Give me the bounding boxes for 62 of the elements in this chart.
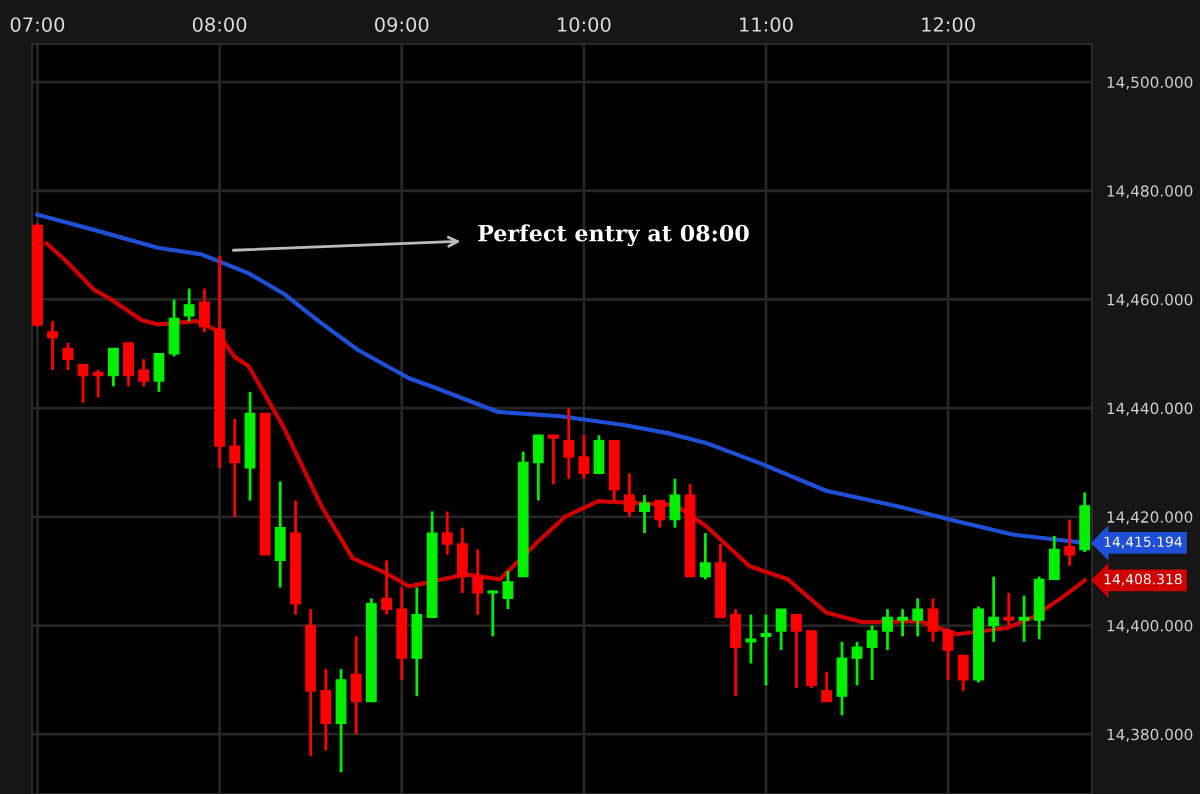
x-tick-label: 08:00 (192, 17, 247, 32)
candlestick (502, 569, 514, 611)
candlestick (866, 624, 878, 682)
candlestick (699, 531, 711, 581)
candlestick (988, 575, 1000, 644)
candlestick (790, 613, 802, 690)
candlestick (654, 499, 666, 530)
candlestick (350, 635, 362, 736)
candlestick (532, 433, 544, 502)
candlestick (335, 667, 347, 774)
candlestick (441, 510, 453, 557)
candlestick (912, 596, 924, 638)
candlestick (821, 670, 833, 703)
candlestick (851, 640, 863, 687)
candlestick (927, 596, 939, 644)
candlestick (411, 586, 423, 698)
candlestick (669, 477, 681, 530)
x-tick-label: 09:00 (374, 17, 429, 32)
x-tick-label: 10:00 (557, 17, 611, 32)
candlestick (1003, 591, 1015, 627)
x-tick-label: 11:00 (740, 17, 793, 32)
candlestick (1048, 534, 1060, 581)
candlestick (183, 287, 195, 323)
candlestick (775, 607, 787, 652)
candlestick (1033, 575, 1045, 641)
candlestick (229, 417, 241, 519)
annotation: Perfect entry at 08:00 (478, 224, 749, 247)
candlestick (123, 341, 134, 388)
candlestick (957, 654, 969, 693)
candlestick (456, 526, 468, 595)
candlestick (578, 433, 590, 481)
candlestick (760, 613, 772, 687)
candlestick (1018, 594, 1030, 644)
candlestick (882, 607, 893, 652)
candlestick (77, 363, 89, 405)
candlestick (62, 341, 74, 372)
candlestick (623, 471, 635, 519)
candlestick (47, 319, 59, 372)
candlestick (639, 493, 650, 535)
candlestick (320, 667, 332, 752)
candlestick (381, 558, 393, 617)
candlestick (548, 433, 559, 486)
candlestick (1064, 518, 1076, 568)
candlestick (138, 357, 150, 388)
candlestick (593, 433, 605, 475)
candlestick (730, 607, 742, 698)
candlestick (897, 607, 909, 638)
candlestick (153, 352, 165, 394)
candlestick (274, 480, 286, 589)
x-tick-label: 07:00 (10, 17, 65, 32)
candlestick (472, 548, 484, 617)
candlestick (168, 298, 180, 358)
x-tick-label: 12:00 (922, 17, 975, 32)
candlestick (563, 406, 575, 481)
candlestick (1079, 490, 1091, 554)
candlestick (107, 346, 119, 388)
candlestick (199, 287, 210, 334)
candlestick (836, 640, 848, 717)
candlestick (942, 626, 954, 682)
candlestick (92, 368, 104, 399)
candlestick (487, 588, 499, 638)
candlestick (745, 613, 757, 665)
